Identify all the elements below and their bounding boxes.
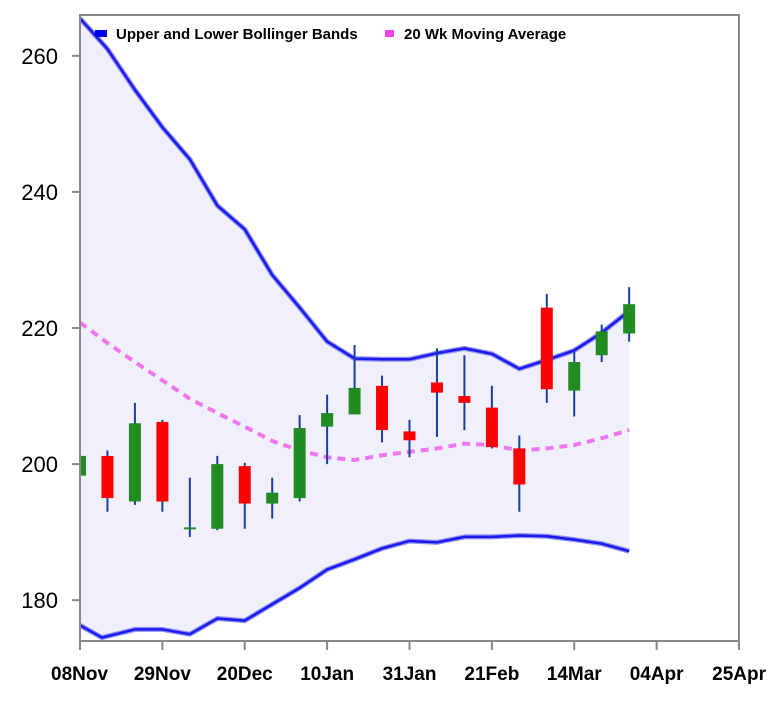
candle-body — [80, 455, 86, 476]
candle-body — [238, 466, 251, 504]
candle — [595, 324, 608, 363]
candle — [458, 355, 471, 431]
candle-body — [293, 428, 306, 499]
candle — [80, 423, 86, 478]
y-tick-label: 200 — [21, 452, 58, 477]
y-tick-label: 260 — [21, 44, 58, 69]
legend-swatch-bands — [95, 30, 107, 37]
candle-body — [321, 413, 334, 427]
legend: Upper and Lower Bollinger Bands 20 Wk Mo… — [95, 26, 566, 43]
candle — [568, 351, 581, 417]
y-tick-label: 220 — [21, 316, 58, 341]
x-tick-label: 08Nov — [51, 664, 108, 685]
candle-body — [595, 331, 608, 356]
candle — [128, 402, 141, 505]
candle-body — [348, 387, 361, 415]
candle — [430, 348, 443, 437]
candle — [348, 345, 361, 415]
candle — [376, 375, 389, 443]
x-tick-label: 29Nov — [134, 664, 191, 685]
candle — [211, 455, 224, 531]
candle-body — [376, 385, 389, 431]
candle-body — [458, 396, 471, 403]
candle-body — [101, 455, 114, 499]
x-tick-label: 10Jan — [300, 664, 354, 685]
lower-band-line — [80, 534, 630, 639]
candle — [293, 415, 306, 502]
candle-body — [485, 407, 498, 448]
y-axis: 180 200 220 240 260 — [21, 44, 80, 613]
candle-body — [513, 448, 526, 485]
candle — [321, 394, 334, 465]
candle — [623, 287, 636, 342]
candle — [513, 435, 526, 512]
candle — [266, 477, 279, 519]
candle-layer — [80, 287, 636, 537]
x-tick-label: 31Jan — [383, 664, 437, 685]
x-tick-label: 04Apr — [630, 664, 684, 685]
candle-body — [128, 423, 141, 502]
candle — [156, 419, 169, 512]
y-tick-label: 180 — [21, 588, 58, 613]
y-tick-label: 240 — [21, 180, 58, 205]
x-tick-label: 21Feb — [464, 664, 519, 685]
candle-body — [156, 421, 169, 502]
candle — [238, 462, 251, 529]
candle-body — [430, 382, 443, 393]
candle-body — [623, 304, 636, 334]
candle — [183, 477, 196, 537]
candle — [485, 385, 498, 449]
candle-body — [403, 431, 416, 441]
candle-body — [183, 527, 196, 530]
x-tick-label: 25Apr — [712, 664, 766, 685]
x-tick-label: 14Mar — [547, 664, 603, 685]
x-axis: 08Nov 29Nov 20Dec 10Jan 31Jan 21Feb 14Mar 04Apr… — [51, 641, 767, 685]
moving-average-layer — [80, 320, 630, 463]
candle-body — [540, 307, 553, 390]
legend-label-ma: 20 Wk Moving Average — [404, 26, 566, 43]
candle — [540, 293, 553, 403]
moving-average-line — [80, 320, 630, 463]
candle-body — [211, 464, 224, 529]
candle — [101, 450, 114, 512]
candle-body — [568, 362, 581, 391]
legend-swatch-ma — [385, 30, 394, 37]
candle-body — [266, 492, 279, 504]
candle — [403, 419, 416, 458]
x-tick-label: 20Dec — [217, 664, 273, 685]
legend-label-bands: Upper and Lower Bollinger Bands — [116, 26, 358, 43]
